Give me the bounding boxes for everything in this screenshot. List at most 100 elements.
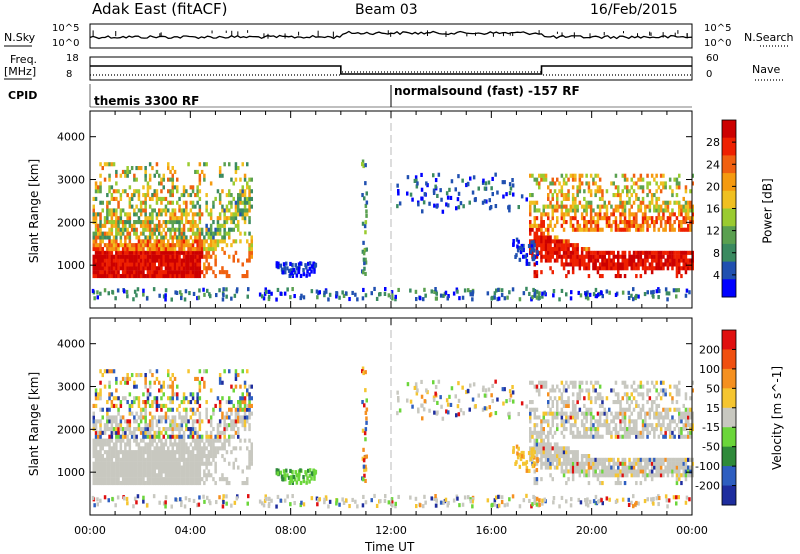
- power-cell: [135, 231, 138, 236]
- velocity-cell: [115, 461, 118, 466]
- power-cell: [133, 243, 136, 248]
- power-cell: [169, 177, 172, 182]
- power-cell: [216, 243, 220, 248]
- velocity-cell: [218, 400, 222, 405]
- power-cell: [162, 258, 165, 263]
- velocity-cell: [106, 407, 109, 412]
- power-cell: [458, 296, 461, 301]
- power-cell: [288, 273, 291, 278]
- velocity-cell: [169, 434, 172, 439]
- velocity-cell: [191, 396, 195, 401]
- power-cell: [108, 208, 111, 213]
- power-cell: [92, 266, 95, 271]
- power-cell: [571, 200, 575, 205]
- velocity-cell: [108, 434, 111, 439]
- velocity-cell: [117, 427, 120, 432]
- power-cell: [135, 220, 138, 225]
- velocity-cell: [173, 427, 177, 432]
- power-cell: [119, 243, 123, 248]
- power-cell: [682, 258, 685, 263]
- power-cell: [540, 173, 543, 178]
- power-cell: [108, 220, 111, 225]
- nave-tick-bottom: 0: [706, 69, 713, 80]
- nsky-spike: [556, 31, 558, 34]
- power-cell: [243, 177, 247, 182]
- power-cell: [228, 200, 231, 205]
- power-cell: [508, 204, 511, 209]
- power-cell: [187, 250, 190, 255]
- power-cell: [678, 185, 681, 190]
- velocity-cell: [560, 469, 564, 474]
- power-cell: [538, 208, 541, 213]
- velocity-cell: [155, 473, 159, 478]
- power-cell: [512, 242, 515, 247]
- power-cell: [666, 254, 670, 259]
- velocity-cell: [124, 461, 127, 466]
- power-cell: [565, 193, 568, 198]
- power-cell: [691, 204, 694, 209]
- power-cell: [668, 223, 672, 228]
- power-cell: [691, 212, 694, 217]
- velocity-cell: [637, 469, 640, 474]
- velocity-cell: [544, 411, 548, 416]
- velocity-cell: [628, 396, 631, 401]
- power-cell: [533, 262, 536, 267]
- velocity-cell: [198, 388, 202, 393]
- velocity-cell: [101, 442, 104, 447]
- power-cell: [117, 274, 120, 279]
- power-cell: [544, 254, 548, 259]
- power-cell: [596, 204, 600, 209]
- power-cell: [267, 297, 271, 302]
- velocity-cell: [562, 446, 566, 451]
- power-cell: [153, 258, 156, 263]
- power-cell: [94, 216, 98, 221]
- power-cell: [187, 270, 190, 275]
- power-cell: [176, 250, 179, 255]
- velocity-cell: [196, 438, 199, 443]
- power-cell: [327, 297, 330, 302]
- velocity-cell: [612, 457, 615, 462]
- velocity-cell: [528, 468, 531, 473]
- power-cell: [173, 254, 177, 259]
- velocity-cell: [623, 473, 627, 478]
- velocity-cell: [126, 427, 129, 432]
- velocity-cell: [630, 469, 633, 474]
- power-cell: [569, 258, 573, 263]
- velocity-cell: [594, 461, 597, 466]
- power-cell: [442, 293, 445, 298]
- velocity-cell: [234, 457, 238, 462]
- power-cell: [621, 258, 624, 263]
- power-cell: [571, 247, 575, 252]
- velocity-cell: [623, 434, 627, 439]
- power-cell: [119, 274, 123, 279]
- power-cell: [124, 247, 127, 252]
- velocity-cell: [171, 454, 174, 459]
- velocity-cell: [171, 407, 174, 412]
- velocity-cell: [144, 457, 147, 462]
- power-cell: [530, 247, 534, 252]
- power-cell: [115, 208, 118, 213]
- power-cell: [180, 220, 184, 225]
- nsky-spike: [115, 31, 117, 37]
- power-cell: [146, 243, 150, 248]
- velocity-cell: [533, 415, 536, 420]
- power-cell: [659, 262, 663, 267]
- velocity-cell: [237, 465, 240, 470]
- power-cell: [435, 291, 438, 296]
- velocity-cell: [158, 450, 161, 455]
- power-cell: [316, 295, 319, 300]
- velocity-cell: [587, 481, 591, 486]
- velocity-cell: [628, 415, 631, 420]
- velocity-cell: [176, 384, 179, 389]
- power-cell: [687, 223, 690, 228]
- velocity-cell: [112, 369, 116, 374]
- velocity-cell: [598, 423, 602, 428]
- power-cell: [628, 262, 631, 267]
- velocity-cell: [121, 461, 125, 466]
- power-cell: [639, 185, 643, 190]
- velocity-cell: [635, 473, 638, 478]
- power-cell: [196, 231, 199, 236]
- velocity-cell: [218, 430, 222, 435]
- velocity-cell: [297, 477, 300, 482]
- velocity-cell: [162, 434, 165, 439]
